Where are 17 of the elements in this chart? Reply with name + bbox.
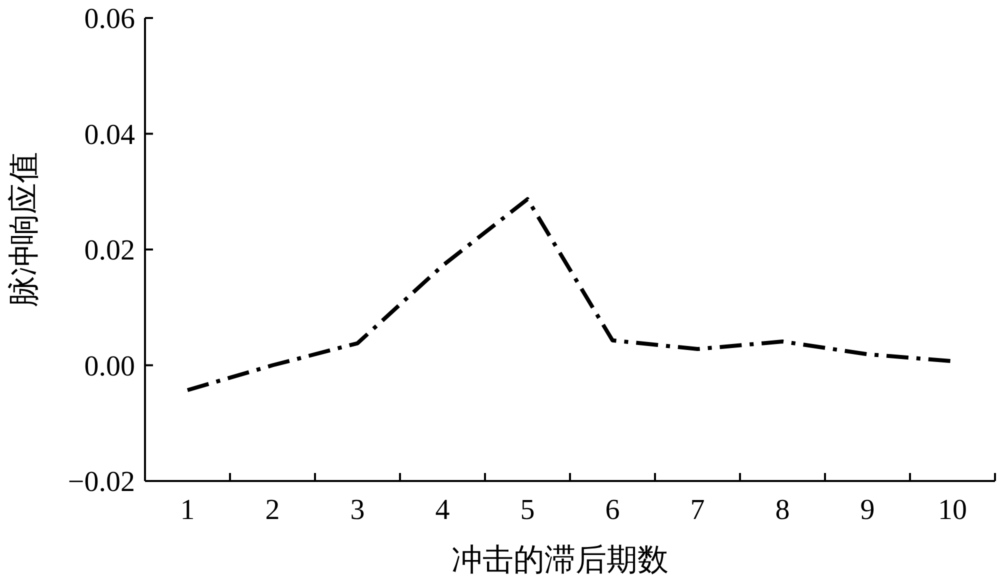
y-tick-label: 0.00 [84, 350, 135, 382]
y-tick-label: 0.02 [84, 234, 135, 266]
x-tick-label: 2 [265, 494, 280, 526]
x-tick-label: 7 [690, 494, 705, 526]
x-tick-label: 3 [350, 494, 365, 526]
y-tick-label: 0.06 [84, 3, 135, 35]
y-tick-label: −0.02 [68, 466, 135, 498]
x-axis-title: 冲击的滞后期数 [452, 542, 668, 577]
x-tick-label: 6 [605, 494, 620, 526]
y-tick-label: 0.04 [84, 118, 136, 151]
x-tick-label: 8 [775, 494, 790, 526]
x-tick-label: 9 [860, 494, 875, 526]
x-tick-label: 4 [435, 494, 450, 526]
x-tick-label: 5 [520, 494, 535, 526]
x-tick-label: 1 [180, 494, 195, 526]
y-axis-title: 脉冲响应值 [6, 152, 41, 307]
x-tick-label: 10 [938, 494, 967, 526]
